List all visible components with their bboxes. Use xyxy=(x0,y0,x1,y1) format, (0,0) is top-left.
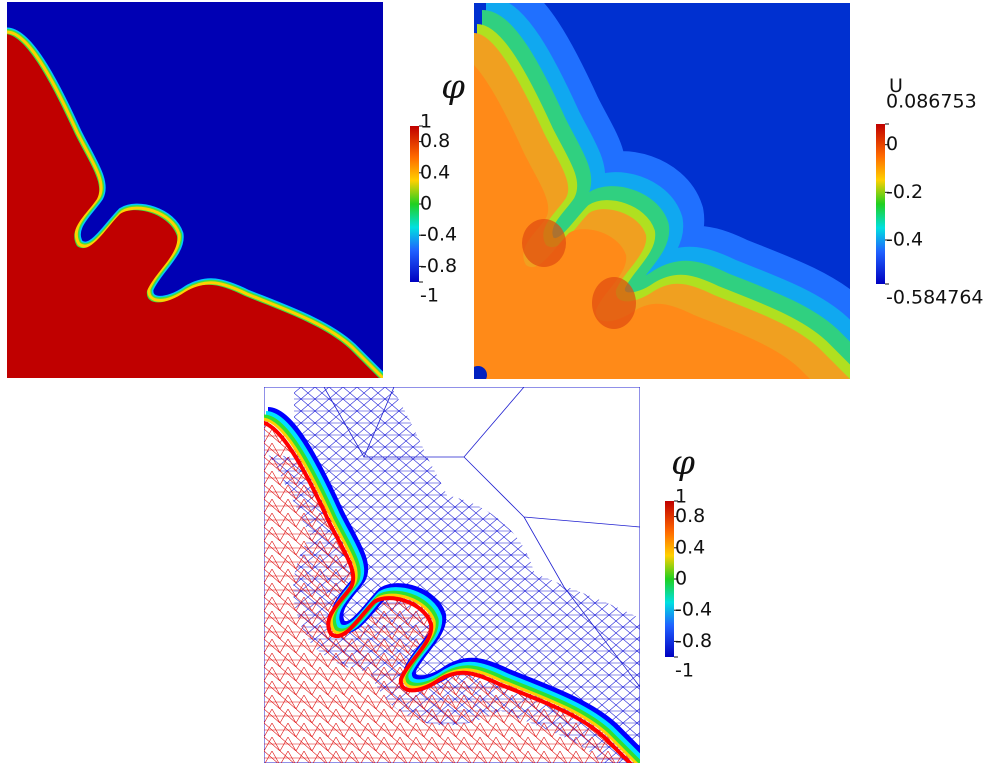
colorbar xyxy=(410,126,419,282)
tick-label: 0 xyxy=(420,193,432,215)
colorbar-title: φ xyxy=(441,67,465,107)
tick-label: 1 xyxy=(675,486,687,508)
tick-label: 0.086753 xyxy=(886,91,977,113)
colorbar-title: U xyxy=(889,75,903,97)
tick-label: 0.4 xyxy=(675,536,705,558)
tick-label: 0.4 xyxy=(420,161,450,183)
colorbar-title: φ xyxy=(671,443,695,483)
tick-label: -0.4 xyxy=(675,599,712,621)
tick-label: -0.4 xyxy=(886,228,923,250)
tick-label: 0 xyxy=(886,133,898,155)
tick-label: 0.8 xyxy=(675,505,705,527)
tick-label: -0.4 xyxy=(420,224,457,246)
colorbar xyxy=(876,124,885,284)
tick-label: -1 xyxy=(420,285,439,307)
tick-label: 1 xyxy=(420,111,432,133)
tick-label: -0.8 xyxy=(420,255,457,277)
tick-label: -0.584764 xyxy=(886,287,984,309)
phase-field-panel xyxy=(7,2,383,378)
colorbar xyxy=(665,501,674,657)
tick-label: -0.2 xyxy=(886,181,923,203)
tick-label: 0 xyxy=(675,568,687,590)
tick-label: 0.8 xyxy=(420,130,450,152)
mesh-panel xyxy=(264,387,640,763)
tick-label: -1 xyxy=(675,660,694,682)
tick-label: -0.8 xyxy=(675,630,712,652)
u-field-panel xyxy=(474,3,850,379)
